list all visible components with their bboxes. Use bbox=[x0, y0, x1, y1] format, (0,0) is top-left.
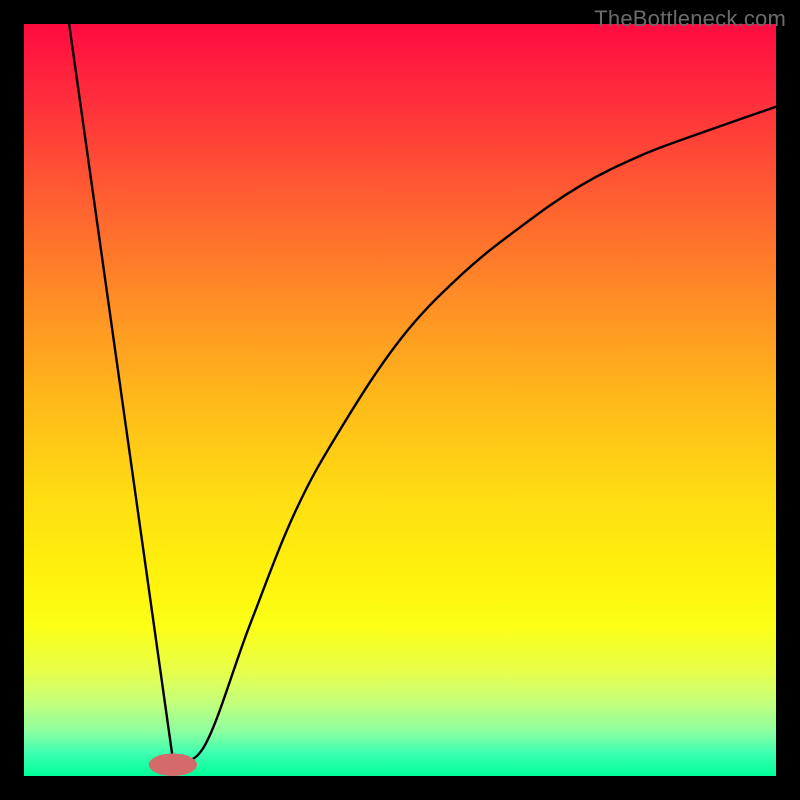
bottleneck-chart: TheBottleneck.com bbox=[0, 0, 800, 800]
bottleneck-marker bbox=[149, 753, 197, 776]
chart-canvas bbox=[0, 0, 800, 800]
watermark-text: TheBottleneck.com bbox=[594, 6, 786, 32]
plot-gradient-background bbox=[24, 24, 776, 776]
